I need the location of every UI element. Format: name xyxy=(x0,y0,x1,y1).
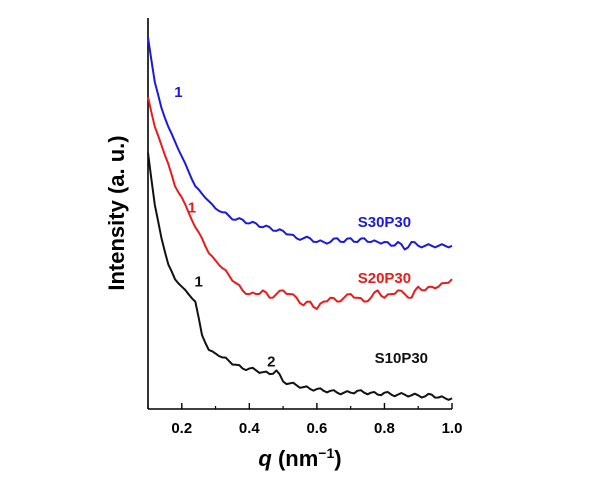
series-group xyxy=(147,37,453,401)
x-axis-title-q: q xyxy=(258,446,272,471)
x-tick-label: 0.8 xyxy=(374,420,395,437)
x-tick-label: 0.6 xyxy=(306,420,327,437)
series-label-s20p30: S20P30 xyxy=(358,270,411,287)
peak-label: 1 xyxy=(188,199,196,216)
series-label-s10p30: S10P30 xyxy=(375,350,428,367)
y-axis-title: Intensity (a. u.) xyxy=(104,135,129,290)
series-label-s30p30: S30P30 xyxy=(358,214,411,231)
x-axis-title-exp: −1 xyxy=(318,445,334,461)
series-labels: S30P30 S20P30 S10P30 xyxy=(358,214,428,367)
x-axis-title: q (nm−1) xyxy=(258,445,341,471)
peak-labels: 1 1 1 2 xyxy=(174,84,275,371)
peak-label: 2 xyxy=(267,354,275,371)
peak-label: 1 xyxy=(194,274,202,291)
x-axis-title-unit: (nm xyxy=(272,446,318,471)
x-tick-label: 0.2 xyxy=(171,420,192,437)
x-tick-label: 0.4 xyxy=(239,420,261,437)
x-tick-label: 1.0 xyxy=(442,420,463,437)
series-line-s20p30 xyxy=(147,96,453,310)
x-axis-title-close: ) xyxy=(334,446,341,471)
series-line-s10p30 xyxy=(147,152,453,401)
peak-label: 1 xyxy=(174,84,182,101)
series-line-s30p30 xyxy=(147,37,453,251)
x-ticks: 0.2 0.4 0.6 0.8 1.0 xyxy=(147,403,463,437)
